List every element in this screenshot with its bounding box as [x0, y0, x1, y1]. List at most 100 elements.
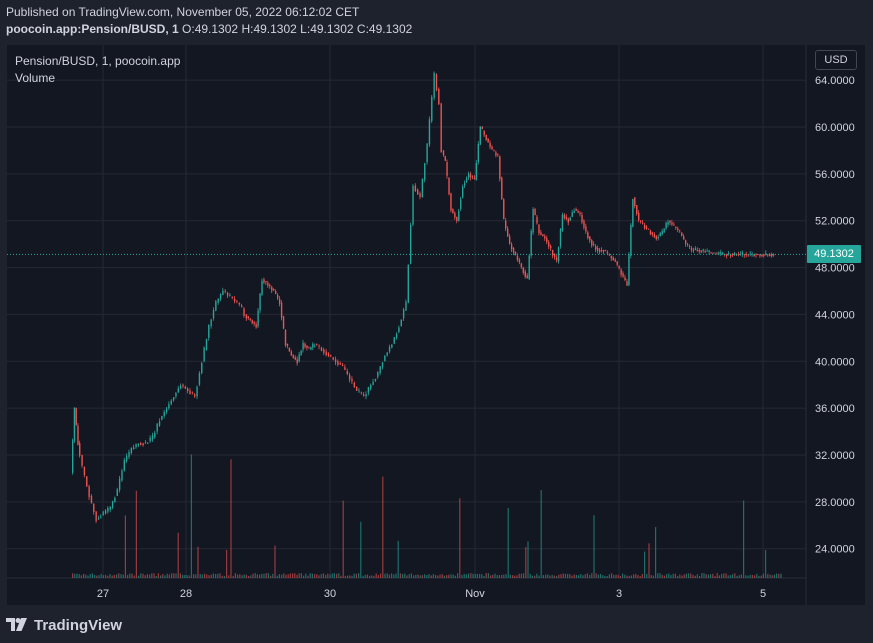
- volume-bar: [76, 573, 78, 578]
- volume-bar: [549, 575, 551, 578]
- volume-bar: [659, 573, 661, 578]
- candle-body: [728, 253, 730, 255]
- candle-body: [769, 254, 771, 257]
- candle-body: [184, 386, 187, 389]
- candle-body: [440, 103, 442, 153]
- volume-bar: [776, 573, 778, 578]
- candle-body: [585, 226, 587, 232]
- volume-bar: [157, 573, 159, 578]
- candle-body: [381, 362, 384, 368]
- volume-bar: [773, 574, 775, 578]
- volume-bar: [228, 575, 230, 578]
- candle-body: [100, 516, 102, 518]
- last-price-label: 49.1302: [807, 245, 861, 264]
- volume-bar: [518, 573, 520, 578]
- volume-bar: [582, 575, 584, 578]
- footer-brand[interactable]: TradingView: [6, 614, 122, 636]
- candle-body: [714, 252, 716, 254]
- candle-body: [238, 302, 241, 305]
- candle-body: [501, 177, 503, 199]
- volume-bar: [278, 574, 280, 578]
- candle-body: [170, 400, 172, 405]
- volume-bar: [705, 574, 707, 578]
- volume-bar: [652, 575, 654, 578]
- candle-body: [255, 324, 257, 328]
- candle-body: [477, 144, 480, 163]
- candle-body: [497, 154, 499, 156]
- candle-body: [341, 365, 344, 366]
- volume-bar: [571, 575, 573, 578]
- candle-body: [75, 408, 77, 425]
- volume-bar: [151, 573, 153, 578]
- candle-body: [692, 250, 695, 251]
- candle-body: [189, 390, 191, 395]
- candle-body: [212, 310, 215, 319]
- candle-body: [424, 163, 426, 180]
- volume-bar: [580, 573, 582, 578]
- y-tick-label: 48.0000: [815, 263, 855, 275]
- candle-body: [314, 345, 316, 347]
- candle-body: [348, 374, 351, 380]
- volume-bar: [734, 573, 736, 578]
- volume-bar: [210, 574, 212, 578]
- volume-bar: [417, 574, 419, 578]
- volume-bar: [758, 575, 760, 578]
- candle-body: [236, 300, 238, 302]
- candle-body: [251, 320, 253, 324]
- candle-body: [506, 228, 509, 237]
- volume-bar: [129, 573, 131, 578]
- candle-body: [323, 349, 325, 353]
- volume-bar: [377, 575, 379, 578]
- volume-bar: [459, 498, 461, 578]
- volume-bar: [239, 574, 241, 578]
- candle-body: [161, 415, 163, 420]
- volume-bar: [320, 574, 322, 578]
- volume-bar: [380, 573, 382, 578]
- chart-panel[interactable]: [7, 45, 865, 605]
- candle-body: [634, 197, 636, 206]
- volume-bar: [729, 575, 731, 578]
- candle-body: [465, 178, 468, 182]
- candle-body: [741, 252, 744, 255]
- candle-body: [450, 193, 452, 211]
- candle-body: [581, 214, 583, 223]
- volume-bar: [531, 575, 533, 578]
- volume-bar: [118, 573, 120, 578]
- candle-body: [123, 460, 126, 471]
- volume-bar: [199, 574, 201, 578]
- candle-body: [182, 384, 184, 387]
- volume-bar: [628, 575, 630, 578]
- candle-body: [555, 257, 558, 261]
- volume-bar: [305, 573, 307, 578]
- volume-bar: [465, 574, 467, 578]
- candle-body: [698, 250, 701, 252]
- candle-body: [493, 150, 495, 152]
- candle-body: [240, 305, 243, 308]
- candle-body: [90, 496, 93, 504]
- candle-body: [135, 444, 137, 448]
- footer-brand-text: TradingView: [34, 616, 123, 634]
- volume-bar: [679, 574, 681, 578]
- volume-bar: [175, 573, 177, 578]
- candle-body: [462, 186, 464, 198]
- currency-button[interactable]: USD: [815, 50, 857, 70]
- candle-body: [753, 254, 755, 257]
- volume-bar: [281, 574, 283, 578]
- candle-body: [111, 500, 114, 508]
- candle-body: [702, 249, 704, 251]
- candle-body: [722, 252, 724, 255]
- volume-bar: [113, 574, 115, 578]
- volume-bar: [644, 551, 646, 578]
- volume-bar: [547, 574, 549, 578]
- candle-body: [657, 237, 660, 239]
- candle-body: [604, 250, 607, 251]
- candle-body: [363, 394, 365, 397]
- candle-body: [128, 452, 130, 457]
- candle-body: [665, 222, 667, 229]
- volume-bar: [287, 574, 289, 578]
- volume-bar: [397, 540, 399, 578]
- volume-bar: [470, 573, 472, 578]
- candle-body: [247, 316, 250, 319]
- candle-body: [508, 236, 511, 244]
